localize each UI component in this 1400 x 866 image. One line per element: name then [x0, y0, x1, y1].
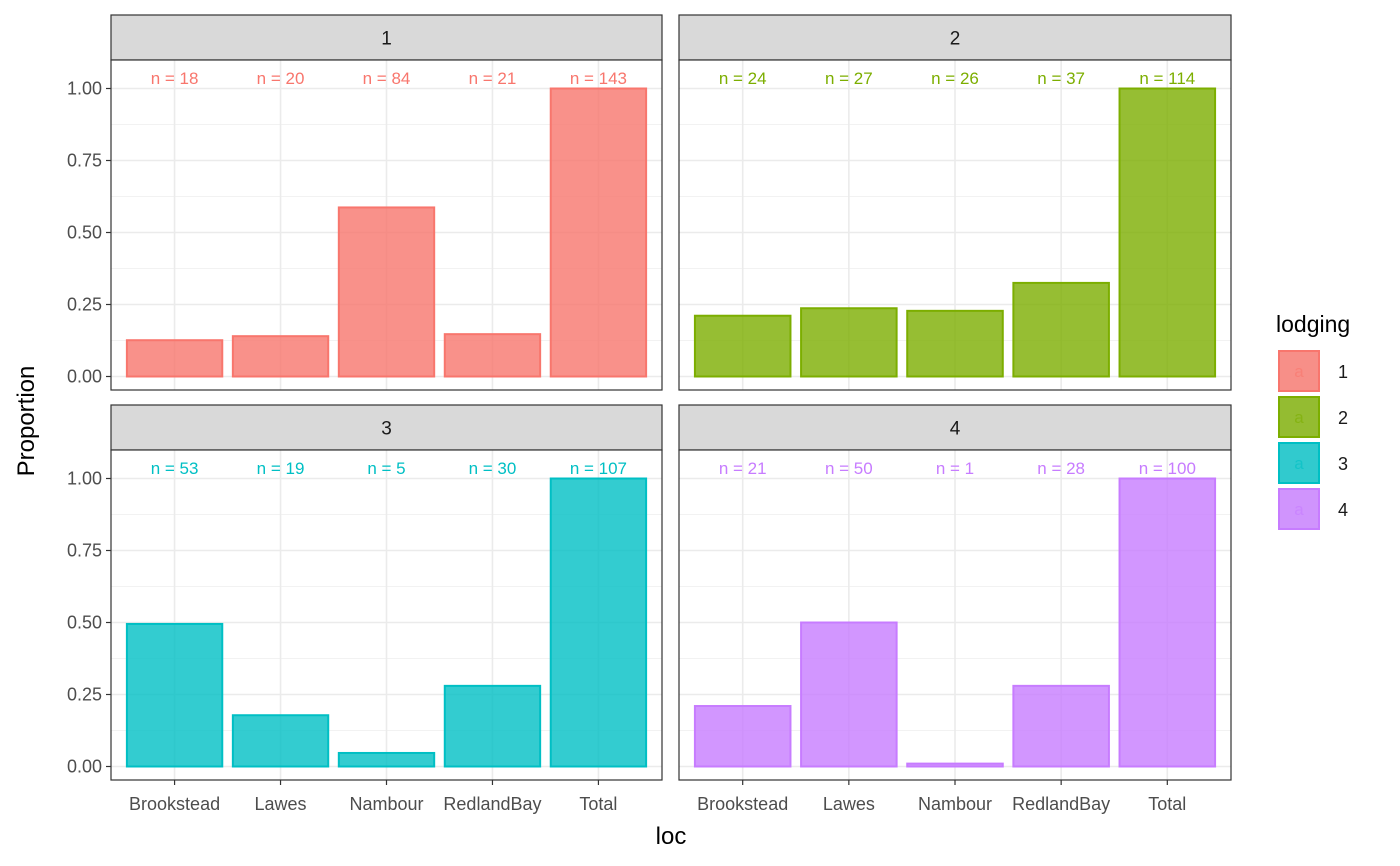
legend-key-glyph: a: [1294, 500, 1304, 519]
count-label: n = 84: [363, 69, 411, 88]
bar-lawes: [800, 307, 898, 378]
legend-key-swatch: [1278, 350, 1320, 392]
count-label: n = 100: [1139, 459, 1196, 478]
bar-lawes: [231, 335, 330, 378]
x-tick-label: Brookstead: [129, 794, 220, 814]
panel-border: [110, 59, 663, 391]
count-label: n = 37: [1037, 69, 1085, 88]
bar-redlandbay: [1012, 281, 1110, 378]
count-label: n = 53: [151, 459, 199, 478]
y-tick-label: 0.75: [67, 151, 102, 171]
bar-brookstead: [125, 622, 224, 768]
y-tick-label: 0.50: [67, 613, 102, 633]
count-label: n = 114: [1139, 69, 1195, 88]
legend-key-swatch: [1278, 488, 1320, 530]
bar-total: [549, 477, 648, 768]
count-label: n = 27: [825, 69, 873, 88]
facet-strip-2: [678, 14, 1232, 61]
facet-strip-label: 3: [381, 419, 392, 440]
count-label: n = 19: [257, 459, 305, 478]
y-tick-label: 0.50: [67, 223, 102, 243]
bar-total: [1118, 477, 1217, 768]
y-tick-label: 0.25: [67, 295, 102, 315]
y-tick-label: 0.75: [67, 541, 102, 561]
x-tick-label: Nambour: [349, 794, 423, 814]
panel-4: 4 n = 21 n = 50 n = 1 n = 28 n = 100 Brookstea…: [678, 404, 1232, 814]
bar-nambour: [337, 206, 436, 378]
count-label: n = 21: [719, 459, 767, 478]
y-tick-label: 0.00: [67, 367, 102, 387]
y-tick-label: 1.00: [67, 469, 102, 489]
count-label: n = 5: [367, 459, 405, 478]
legend-key-swatch: [1278, 396, 1320, 438]
bar-lawes: [231, 714, 330, 768]
panel-2: 2 n = 24 n = 27 n = 26 n = 37 n = 114: [678, 14, 1232, 391]
x-tick-label: Lawes: [823, 794, 875, 814]
y-tick-label: 0.00: [67, 757, 102, 777]
count-label: n = 28: [1037, 459, 1085, 478]
x-axis-title: loc: [656, 823, 687, 850]
count-label: n = 50: [825, 459, 873, 478]
facet-strip-4: [678, 404, 1232, 451]
legend-label: 2: [1338, 408, 1348, 428]
bar-redlandbay: [443, 684, 542, 768]
facet-strip-3: [110, 404, 663, 451]
panel-3: 3 n = 53 n = 19 n = 5 n = 30 n = 107 0.00 0.25 0…: [67, 404, 663, 814]
y-tick-label: 1.00: [67, 79, 102, 99]
x-tick-label: Brookstead: [697, 794, 788, 814]
x-tick-label: RedlandBay: [1012, 794, 1110, 814]
count-label: n = 1: [936, 459, 974, 478]
bar-lawes: [800, 621, 898, 768]
legend-label: 1: [1338, 362, 1348, 382]
legend-key-glyph: a: [1294, 454, 1304, 473]
bar-brookstead: [693, 314, 792, 378]
count-label: n = 143: [570, 69, 627, 88]
x-tick-label: Total: [1148, 794, 1186, 814]
facet-strip-label: 2: [950, 29, 961, 50]
facet-strip-1: [110, 14, 663, 61]
y-tick-label: 0.25: [67, 685, 102, 705]
bar-brookstead: [125, 339, 224, 378]
panel-border: [678, 59, 1232, 391]
x-tick-label: Total: [579, 794, 617, 814]
legend-key-swatch: [1278, 442, 1320, 484]
bar-total: [549, 87, 648, 378]
bar-redlandbay: [1012, 684, 1110, 768]
legend-label: 4: [1338, 500, 1348, 520]
bar-nambour: [906, 762, 1004, 768]
count-label: n = 18: [151, 69, 199, 88]
bar-redlandbay: [443, 333, 542, 378]
count-label: n = 26: [931, 69, 979, 88]
x-tick-label: Nambour: [918, 794, 992, 814]
y-axis-title: Proportion: [13, 366, 40, 477]
legend: lodging a 1 a 2 a 3 a 4: [1276, 311, 1350, 530]
count-label: n = 24: [719, 69, 767, 88]
bar-total: [1118, 87, 1217, 378]
bar-nambour: [337, 751, 436, 768]
x-tick-label: RedlandBay: [443, 794, 541, 814]
legend-title: lodging: [1276, 311, 1350, 337]
count-label: n = 107: [570, 459, 627, 478]
bar-brookstead: [693, 705, 792, 768]
panel-1: 1 n = 18 n = 20 n = 84 n = 21 n = 143 0.00 0.25…: [67, 14, 663, 391]
legend-key-glyph: a: [1294, 408, 1304, 427]
legend-key-glyph: a: [1294, 362, 1304, 381]
legend-label: 3: [1338, 454, 1348, 474]
count-label: n = 20: [257, 69, 305, 88]
x-tick-label: Lawes: [255, 794, 307, 814]
count-label: n = 30: [469, 459, 517, 478]
bar-nambour: [906, 309, 1004, 378]
count-label: n = 21: [469, 69, 517, 88]
facet-strip-label: 4: [950, 419, 961, 440]
facet-strip-label: 1: [381, 29, 392, 50]
